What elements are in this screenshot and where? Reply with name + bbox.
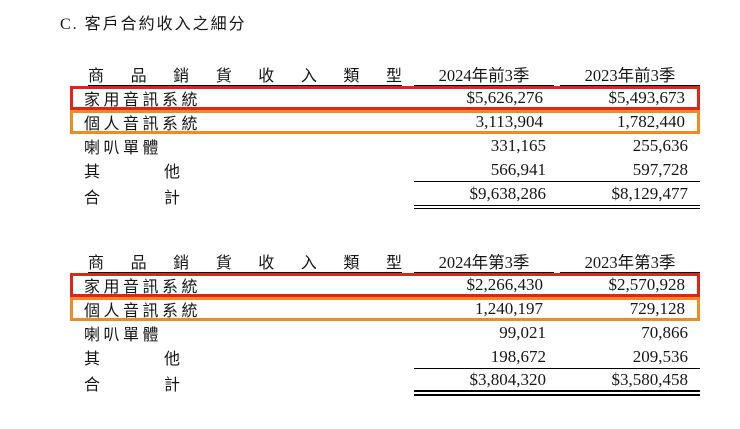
header-col-2024: 2024年第3季: [414, 249, 554, 273]
total-2023: $3,580,458: [554, 369, 700, 396]
value-2024: $2,266,430: [466, 275, 544, 294]
table-row-personal-audio highlight-box-orange: 個人音訊系統 3,113,904 1,782,440: [70, 110, 700, 134]
row-label: 個人音訊系統: [84, 303, 202, 320]
value-2024: 198,672: [414, 345, 554, 369]
value-2024: $5,626,276: [466, 88, 544, 107]
table-row-speaker-drivers: 喇叭單體 99,021 70,866: [70, 321, 700, 345]
row-label: 喇叭單體: [84, 327, 163, 344]
header-label-cell: 商品銷貨收入類型: [88, 249, 402, 273]
row-label: 合計: [84, 376, 180, 394]
table-row-home-audio highlight-box-red: 家用音訊系統 $5,626,276 $5,493,673: [70, 86, 700, 110]
revenue-table-first-3-quarters: 商品銷貨收入類型 2024年前3季 2023年前3季 家用音訊系統 $5,626…: [70, 62, 700, 209]
row-label: 合計: [84, 189, 180, 207]
header-label-cell: 商品銷貨收入類型: [88, 62, 402, 86]
header-col-2023: 2023年第3季: [560, 249, 700, 273]
row-label: 個人音訊系統: [84, 116, 202, 133]
value-2024: 3,113,904: [475, 112, 543, 131]
value-2023: 729,128: [629, 299, 685, 318]
value-2023: $5,493,673: [608, 88, 686, 107]
value-2023: 597,728: [554, 158, 700, 182]
total-2024: $3,804,320: [414, 369, 554, 396]
value-2023: $2,570,928: [608, 275, 686, 294]
header-label: 商品銷貨收入類型: [88, 67, 402, 85]
table-header-row: 商品銷貨收入類型 2024年前3季 2023年前3季: [70, 62, 700, 86]
value-2023: 1,782,440: [617, 112, 685, 131]
header-label: 商品銷貨收入類型: [88, 254, 402, 272]
revenue-table-third-quarter: 商品銷貨收入類型 2024年第3季 2023年第3季 家用音訊系統 $2,266…: [70, 249, 700, 396]
table-row-others: 其他 566,941 597,728: [70, 158, 700, 182]
table-row-home-audio highlight-box-red: 家用音訊系統 $2,266,430 $2,570,928: [70, 273, 700, 297]
table-row-others: 其他 198,672 209,536: [70, 345, 700, 369]
value-2024: 331,165: [490, 136, 546, 155]
section-title: C. 客戶合約收入之細分: [60, 16, 247, 33]
value-2023: 255,636: [632, 136, 688, 155]
row-label: 喇叭單體: [84, 140, 163, 157]
header-col-2024: 2024年前3季: [414, 62, 554, 86]
table-header-row: 商品銷貨收入類型 2024年第3季 2023年第3季: [70, 249, 700, 273]
row-label: 其他: [84, 351, 180, 368]
row-label: 家用音訊系統: [84, 279, 202, 296]
total-2024: $9,638,286: [414, 182, 554, 209]
value-2024: 99,021: [499, 323, 546, 342]
row-label: 其他: [84, 164, 180, 181]
value-2024: 1,240,197: [475, 299, 543, 318]
value-2024: 566,941: [414, 158, 554, 182]
value-2023: 70,866: [641, 323, 688, 342]
table-row-personal-audio highlight-box-orange: 個人音訊系統 1,240,197 729,128: [70, 297, 700, 321]
row-label: 家用音訊系統: [84, 92, 202, 109]
total-2023: $8,129,477: [554, 182, 700, 209]
table-row-total: 合計 $3,804,320 $3,580,458: [70, 369, 700, 396]
value-2023: 209,536: [554, 345, 700, 369]
table-row-speaker-drivers: 喇叭單體 331,165 255,636: [70, 134, 700, 158]
header-col-2023: 2023年前3季: [560, 62, 700, 86]
table-row-total: 合計 $9,638,286 $8,129,477: [70, 182, 700, 209]
